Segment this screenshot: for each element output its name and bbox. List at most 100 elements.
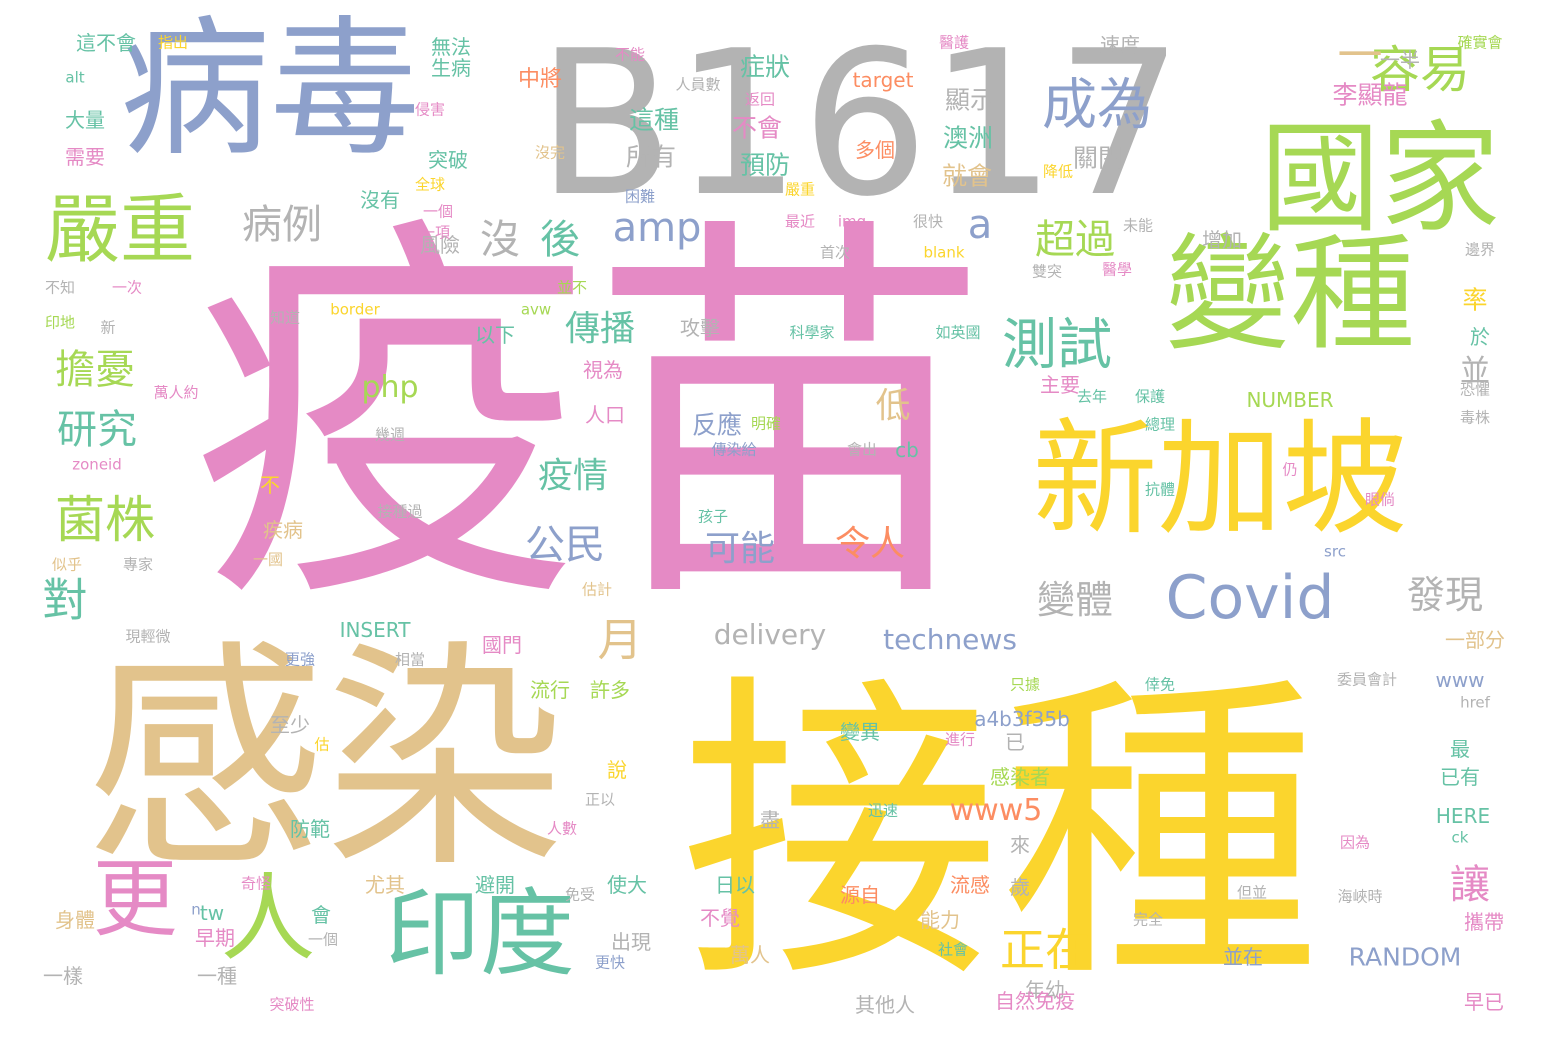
cloud-word: 疫苗 xyxy=(190,187,990,652)
cloud-word: 免受 xyxy=(564,885,596,904)
cloud-word: 更 xyxy=(92,850,178,950)
cloud-word: www5 xyxy=(949,793,1043,828)
cloud-word: 估計 xyxy=(581,580,613,599)
cloud-word: alt xyxy=(65,68,85,87)
cloud-word: 奇怪 xyxy=(240,874,272,893)
cloud-word: 變種 xyxy=(1165,222,1415,368)
cloud-word: 科學家 xyxy=(789,323,835,342)
cloud-word: 源自 xyxy=(840,883,880,907)
cloud-word: 公民 xyxy=(525,522,605,568)
cloud-word: 率 xyxy=(1462,285,1488,315)
cloud-word: 這種 xyxy=(628,105,680,135)
cloud-word: 眼倘 xyxy=(1364,490,1396,509)
cloud-word: 傳染給 xyxy=(711,440,757,459)
cloud-word: 傳播 xyxy=(564,309,636,350)
cloud-word: 去年 xyxy=(1076,387,1108,406)
cloud-word: 不能 xyxy=(614,45,646,64)
cloud-word: 多個 xyxy=(855,138,895,162)
cloud-word: 一種 xyxy=(197,964,237,988)
cloud-word: 但並 xyxy=(1236,883,1268,902)
cloud-word: a4b3f35b xyxy=(974,707,1070,731)
cloud-word: 人數 xyxy=(546,819,578,838)
cloud-word: 沒 xyxy=(480,217,520,263)
cloud-word: 恐懼 xyxy=(1459,380,1491,399)
cloud-word: img xyxy=(837,212,867,231)
cloud-word: 未能 xyxy=(1122,216,1154,235)
cloud-word: 很快 xyxy=(912,212,944,231)
cloud-word: 超過 xyxy=(1035,217,1115,263)
cloud-word: 接種過 xyxy=(377,502,423,521)
cloud-word: 完全 xyxy=(1132,910,1164,929)
cloud-word: 不覺 xyxy=(700,906,740,930)
cloud-word: border xyxy=(330,300,380,319)
cloud-word: 社會 xyxy=(937,940,969,959)
cloud-word: 澳洲 xyxy=(942,123,994,153)
cloud-word: INSERT xyxy=(339,618,411,642)
cloud-word: 一國 xyxy=(252,550,284,569)
cloud-word: 沒完 xyxy=(534,143,566,162)
cloud-word: 病毒 xyxy=(119,3,421,177)
cloud-word: 一半 xyxy=(1380,48,1420,72)
cloud-word: target xyxy=(852,68,914,92)
cloud-word: 疾病 xyxy=(263,518,303,542)
cloud-word: 抗體 xyxy=(1144,480,1176,499)
cloud-word: HERE xyxy=(1435,804,1491,828)
cloud-word: 攻擊 xyxy=(680,316,720,340)
cloud-word: 進行 xyxy=(944,730,976,749)
cloud-word: RANDOM xyxy=(1348,942,1462,972)
cloud-word: 大量 xyxy=(65,108,105,132)
cloud-word: 嚴重 xyxy=(44,185,196,274)
cloud-word: 低 xyxy=(875,386,911,427)
cloud-word: 防範 xyxy=(290,817,330,841)
cloud-word: 知道 xyxy=(269,308,301,327)
cloud-word: 一個 xyxy=(422,202,454,221)
cloud-word: 接種 xyxy=(680,649,1320,1021)
cloud-word: 盡 xyxy=(760,808,780,832)
cloud-word: 印度 xyxy=(384,879,576,990)
cloud-word: 最 xyxy=(1450,737,1470,761)
cloud-word: 已有 xyxy=(1440,765,1480,789)
cloud-word: 如英國 xyxy=(935,323,981,342)
cloud-word: 疫情 xyxy=(537,456,609,497)
cloud-word: 專家 xyxy=(122,555,154,574)
cloud-word: 新 xyxy=(100,318,116,337)
cloud-word: 尤其 xyxy=(365,873,405,897)
cloud-word: a xyxy=(967,202,993,248)
cloud-word: 最近 xyxy=(784,212,816,231)
cloud-word: 感染 xyxy=(84,620,566,900)
cloud-word: 感染者 xyxy=(990,765,1050,789)
cloud-word: 使大 xyxy=(607,873,647,897)
cloud-word: 來 xyxy=(1010,833,1030,857)
cloud-word: 視為 xyxy=(583,358,623,382)
cloud-word: 只據 xyxy=(1009,675,1041,694)
cloud-word: 年幼 xyxy=(1025,978,1065,1002)
cloud-word: 症狀 xyxy=(739,52,791,82)
cloud-word: 病例 xyxy=(242,202,322,248)
cloud-word: 歲 xyxy=(1010,875,1030,899)
cloud-word: 中將 xyxy=(517,67,563,92)
cloud-word: 速度 xyxy=(1100,33,1140,57)
cloud-word: 反應 xyxy=(691,410,743,440)
cloud-word: 容易 xyxy=(1370,41,1470,99)
cloud-word: 侵害 xyxy=(414,100,446,119)
cloud-word: 流行 xyxy=(530,678,570,702)
cloud-word: 估 xyxy=(314,735,330,754)
cloud-word: 困難 xyxy=(624,187,656,206)
cloud-word: 顯示 xyxy=(944,85,996,115)
cloud-word: 突破性 xyxy=(269,995,315,1014)
cloud-word: 出現 xyxy=(611,930,651,954)
cloud-word: 國門 xyxy=(482,633,522,657)
cloud-word: avw xyxy=(520,300,552,319)
cloud-word: 突破 xyxy=(428,148,468,172)
cloud-word: 明確 xyxy=(750,414,782,433)
cloud-word: 降低 xyxy=(1042,162,1074,181)
cloud-word: 一個 xyxy=(307,930,339,949)
cloud-word: 可能 xyxy=(704,529,776,570)
cloud-word: 其他人 xyxy=(855,993,915,1017)
cloud-word: 能力 xyxy=(920,908,960,932)
cloud-word: src xyxy=(1324,542,1346,561)
cloud-word: 一次 xyxy=(111,278,143,297)
cloud-word: 風險 xyxy=(420,233,460,257)
cloud-word: 身體 xyxy=(55,908,95,932)
cloud-word: 研究 xyxy=(57,407,137,453)
